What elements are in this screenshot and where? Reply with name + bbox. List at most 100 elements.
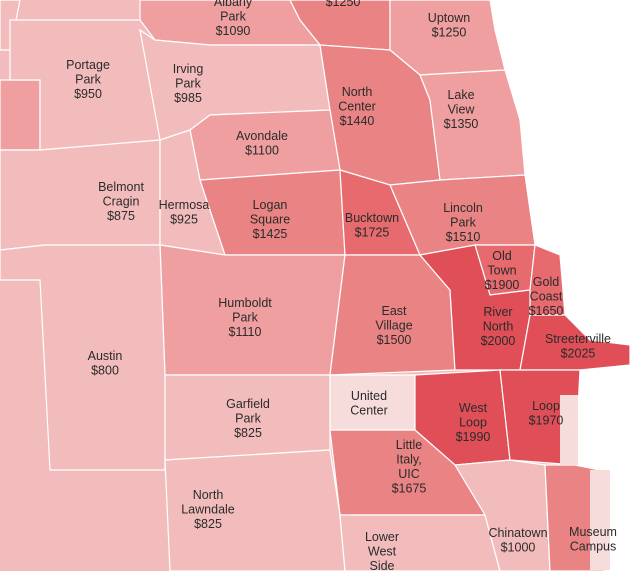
label-bucktown: Bucktown$1725 — [345, 211, 399, 240]
rent-value: $1250 — [432, 26, 467, 40]
rent-value: $1675 — [392, 482, 427, 496]
rent-value: $1000 — [501, 541, 536, 555]
neighborhood-name: West — [459, 401, 488, 415]
neighborhood-name: Museum — [569, 525, 617, 539]
neighborhood-name: Lincoln — [443, 201, 483, 215]
neighborhood-name: Garfield — [226, 397, 270, 411]
rent-value: $1510 — [446, 230, 481, 244]
neighborhood-name: Little — [396, 438, 422, 452]
rent-value: $1250 — [326, 0, 361, 9]
rent-value: $825 — [234, 426, 262, 440]
neighborhood-name: Lower — [365, 530, 399, 544]
label-hermosa: Hermosa$925 — [159, 198, 210, 227]
rent-value: $925 — [170, 213, 198, 227]
neighborhood-name: Albany — [214, 0, 253, 9]
neighborhood-name: North — [483, 320, 514, 334]
neighborhood-name: Park — [220, 10, 246, 24]
neighborhood-name: North — [342, 85, 373, 99]
neighborhood-name: North — [193, 488, 224, 502]
label-uptown: Uptown$1250 — [428, 11, 470, 40]
neighborhood-name: Center — [350, 404, 388, 418]
rent-value: $1500 — [377, 333, 412, 347]
label-austin: Austin$800 — [88, 349, 123, 378]
neighborhood-name: Austin — [88, 349, 123, 363]
grant-park-area — [560, 395, 578, 465]
neighborhood-name: View — [448, 103, 476, 117]
neighborhood-name: Park — [232, 311, 258, 325]
neighborhood-name: Logan — [253, 198, 288, 212]
rent-value: $1970 — [529, 414, 564, 428]
rent-value: $950 — [74, 87, 102, 101]
neighborhood-name: Park — [175, 77, 201, 91]
rent-value: $1900 — [485, 278, 520, 292]
rent-value: $1100 — [245, 144, 279, 158]
neighborhood-name: River — [483, 305, 512, 319]
region-lower-west-side[interactable] — [339, 514, 501, 571]
rent-value: $825 — [194, 517, 222, 531]
label-loop: Loop$1970 — [529, 399, 564, 428]
label-chinatown: Chinatown$1000 — [488, 526, 547, 555]
neighborhood-name: Village — [375, 319, 412, 333]
neighborhood-name: Loop — [459, 416, 487, 430]
neighborhood-name: Humboldt — [218, 296, 272, 310]
neighborhood-name: Avondale — [236, 129, 288, 143]
rent-value: $875 — [107, 209, 135, 223]
lakefront-strip — [590, 470, 610, 570]
neighborhood-name: Irving — [173, 62, 204, 76]
neighborhood-name: Hermosa — [159, 198, 210, 212]
rent-value: $1425 — [253, 227, 288, 241]
neighborhood-name: Italy, — [396, 453, 421, 467]
neighborhood-name: United — [351, 389, 387, 403]
neighborhood-name: Campus — [570, 540, 617, 554]
rent-value: $2000 — [481, 334, 516, 348]
lake-michigan — [490, 0, 640, 571]
rent-value: $1650 — [529, 304, 564, 318]
rent-value: $800 — [91, 364, 119, 378]
neighborhood-name: Town — [487, 264, 516, 278]
neighborhood-name: UIC — [398, 467, 420, 481]
neighborhood-name: Lawndale — [181, 503, 235, 517]
neighborhood-name: Lake — [447, 88, 474, 102]
rent-value: $985 — [174, 91, 202, 105]
rent-value: $1440 — [340, 114, 375, 128]
neighborhood-name: Loop — [532, 399, 560, 413]
label-avondale: Avondale$1100 — [236, 129, 288, 158]
rent-value: $1350 — [444, 117, 479, 131]
neighborhood-name: Cragin — [103, 195, 140, 209]
neighborhood-name: Park — [450, 216, 476, 230]
rent-value: $1110 — [229, 325, 262, 339]
neighborhood-name: Gold — [533, 275, 559, 289]
neighborhood-name: Center — [338, 100, 376, 114]
rent-value: $1990 — [456, 430, 491, 444]
neighborhood-name: Old — [492, 249, 512, 263]
neighborhood-name: Bucktown — [345, 211, 399, 225]
rent-value: $1090 — [216, 24, 251, 38]
neighborhood-name: Side — [369, 559, 394, 571]
neighborhood-name: Belmont — [98, 180, 144, 194]
neighborhood-name: Streeterville — [545, 332, 611, 346]
neighborhood-name: Portage — [66, 58, 110, 72]
neighborhood-name: Park — [235, 412, 261, 426]
neighborhood-name: Coast — [530, 290, 563, 304]
neighborhood-name: West — [368, 545, 397, 559]
region-west-dark — [0, 79, 41, 151]
